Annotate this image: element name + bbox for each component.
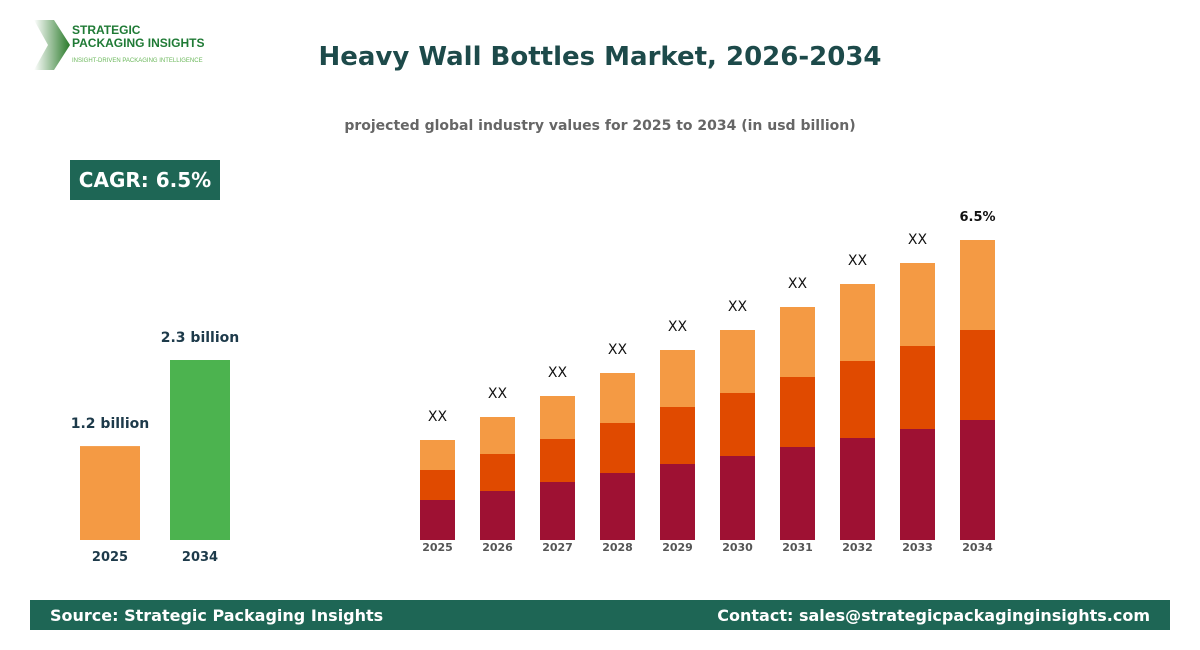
contact-text: Contact: sales@strategicpackaginginsight…	[717, 605, 1150, 625]
stacked-bar-segment	[660, 350, 695, 407]
stacked-bar-segment	[600, 473, 635, 540]
stacked-bar-segment	[780, 377, 815, 447]
bar-data-label: XX	[548, 365, 568, 381]
page-title: Heavy Wall Bottles Market, 2026-2034	[318, 42, 882, 72]
subtitle: projected global industry values for 202…	[344, 118, 856, 134]
x-tick-label: 2025	[422, 541, 453, 554]
x-tick-label: 2030	[722, 541, 753, 554]
stacked-bar-segment	[480, 417, 515, 454]
x-tick-label: 2028	[602, 541, 633, 554]
stacked-bar-segment	[720, 330, 755, 393]
stacked-bar-segment	[540, 396, 575, 439]
stacked-bar-segment	[780, 447, 815, 540]
stacked-bar-segment	[540, 482, 575, 540]
logo: STRATEGIC PACKAGING INSIGHTS INSIGHT-DRIV…	[34, 20, 234, 72]
stacked-bar-segment	[420, 470, 455, 500]
bar-data-label: XX	[848, 253, 868, 269]
footer: Source: Strategic Packaging Insights Con…	[30, 600, 1170, 630]
stacked-bar-segment	[840, 361, 875, 438]
bar-data-label: 1.2 billion	[71, 416, 149, 432]
x-tick-label: 2027	[542, 541, 573, 554]
bar-data-label: 6.5%	[959, 210, 995, 225]
stacked-bar-segment	[660, 407, 695, 464]
stacked-bar-segment	[840, 438, 875, 540]
stacked-bar-segment	[480, 454, 515, 491]
x-tick-label: 2031	[782, 541, 813, 554]
bar-data-label: XX	[488, 386, 508, 402]
stacked-bar-segment	[960, 240, 995, 330]
charts: 1.2 billion 2025 2.3 billion 2034 XX 2025 XX 20…	[71, 210, 996, 565]
x-tick-label: 2029	[662, 541, 693, 554]
logo-line2: PACKAGING INSIGHTS	[72, 36, 205, 50]
bar-data-label: XX	[428, 409, 448, 425]
stacked-bar-segment	[780, 307, 815, 377]
bar-data-label: XX	[728, 299, 748, 315]
stacked-bar-segment	[420, 500, 455, 540]
stacked-bar-segment	[720, 456, 755, 540]
summary-bar	[170, 360, 230, 540]
x-tick-label: 2033	[902, 541, 933, 554]
cagr-badge: CAGR: 6.5%	[70, 160, 220, 200]
stacked-bar-segment	[720, 393, 755, 456]
stacked-bar-segment	[600, 423, 635, 473]
stacked-bar-segment	[960, 420, 995, 540]
bar-data-label: XX	[668, 319, 688, 335]
stacked-bar-segment	[660, 464, 695, 540]
bar-data-label: 2.3 billion	[161, 330, 239, 346]
logo-line1: STRATEGIC	[72, 23, 141, 37]
bar-data-label: XX	[908, 232, 928, 248]
stacked-bar-segment	[900, 346, 935, 429]
stacked-bar-segment	[600, 373, 635, 423]
stacked-bar-segment	[900, 263, 935, 346]
x-tick-label: 2034	[962, 541, 993, 554]
stacked-bar-segment	[840, 284, 875, 361]
stacked-bar-segment	[900, 429, 935, 540]
summary-bar	[80, 446, 140, 540]
stacked-bar-segment	[960, 330, 995, 420]
source-text: Source: Strategic Packaging Insights	[50, 605, 384, 625]
stacked-bar-segment	[480, 491, 515, 540]
stacked-bar-segment	[420, 440, 455, 470]
chevron-logo-icon	[34, 20, 70, 70]
logo-tagline: INSIGHT-DRIVEN PACKAGING INTELLIGENCE	[72, 58, 203, 64]
x-tick-label: 2026	[482, 541, 513, 554]
x-tick-label: 2032	[842, 541, 873, 554]
stacked-bar-segment	[540, 439, 575, 482]
x-tick-label: 2034	[182, 550, 218, 565]
bar-data-label: XX	[788, 276, 808, 292]
x-tick-label: 2025	[92, 550, 128, 565]
bar-data-label: XX	[608, 342, 628, 358]
